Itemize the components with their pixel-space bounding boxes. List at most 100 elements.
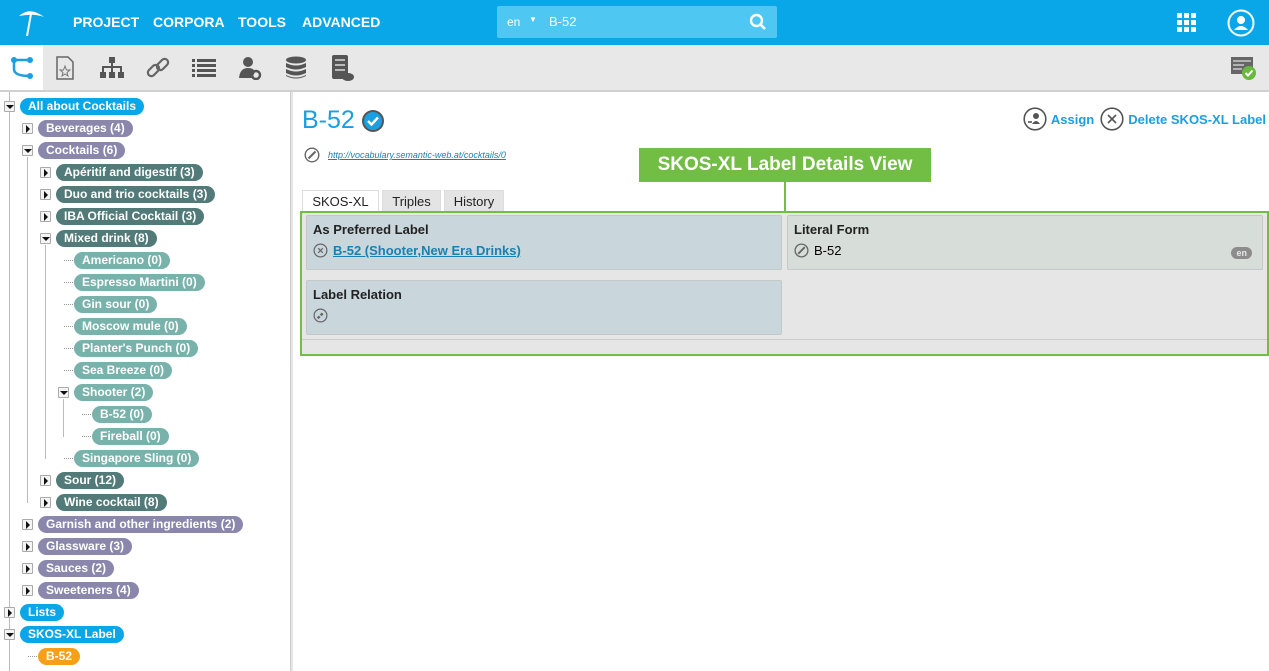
- label-relation-card: Label Relation: [306, 280, 782, 335]
- menu-project[interactable]: PROJECT: [73, 14, 140, 30]
- card-title: As Preferred Label: [313, 222, 429, 237]
- tree-node[interactable]: Moscow mule (0): [74, 318, 187, 335]
- callout-annotation: SKOS-XL Label Details View: [639, 148, 931, 182]
- remove-circle-x-icon[interactable]: [313, 243, 328, 258]
- expand-toggle-icon[interactable]: [40, 189, 51, 200]
- tree-connector: [64, 260, 73, 261]
- delete-circle-x-icon[interactable]: [1100, 107, 1124, 131]
- tree-node[interactable]: Lists: [20, 604, 65, 621]
- assign-button[interactable]: Assign: [1050, 111, 1095, 127]
- tree-node[interactable]: Mixed drink (8): [56, 230, 157, 247]
- page-title: B-52: [302, 106, 355, 134]
- literal-form-card: Literal Form B-52 en: [787, 215, 1263, 270]
- search-icon[interactable]: [749, 13, 767, 31]
- tree-node[interactable]: Cocktails (6): [38, 142, 126, 159]
- expand-toggle-icon[interactable]: [22, 563, 33, 574]
- edit-pencil-icon[interactable]: [304, 147, 320, 163]
- user-icon[interactable]: [1227, 9, 1255, 37]
- panel-splitter[interactable]: [291, 92, 293, 671]
- tree-connector: [64, 282, 73, 283]
- tree-node[interactable]: All about Cocktails: [20, 98, 145, 115]
- tree-node[interactable]: Espresso Martini (0): [74, 274, 205, 291]
- panel-divider: [302, 339, 1267, 340]
- assign-icon[interactable]: [1023, 107, 1047, 131]
- tree-node[interactable]: Singapore Sling (0): [74, 450, 200, 467]
- expand-toggle-icon[interactable]: [22, 585, 33, 596]
- verified-check-icon: [362, 110, 384, 132]
- tree-node[interactable]: Sea Breeze (0): [74, 362, 173, 379]
- uri-row: http://vocabulary.semantic-web.at/cockta…: [304, 147, 506, 163]
- expand-toggle-icon[interactable]: [40, 497, 51, 508]
- collapse-toggle-icon[interactable]: [58, 387, 69, 398]
- tree-connector: [64, 348, 73, 349]
- tree-node[interactable]: Duo and trio cocktails (3): [56, 186, 216, 203]
- language-badge: en: [1231, 247, 1252, 259]
- tree-node[interactable]: B-52 (0): [92, 406, 153, 423]
- search-box: en ▼ B-52: [497, 6, 777, 38]
- tree-node[interactable]: Planter's Punch (0): [74, 340, 199, 357]
- tree-node[interactable]: Shooter (2): [74, 384, 154, 401]
- collapse-toggle-icon[interactable]: [4, 101, 15, 112]
- expand-toggle-icon[interactable]: [4, 607, 15, 618]
- expand-toggle-icon[interactable]: [22, 541, 33, 552]
- tree-node[interactable]: Beverages (4): [38, 120, 133, 137]
- tree-node[interactable]: Glassware (3): [38, 538, 133, 555]
- tree-node[interactable]: Fireball (0): [92, 428, 169, 445]
- chevron-down-icon[interactable]: ▼: [529, 15, 537, 24]
- validated-list-icon[interactable]: [1222, 45, 1265, 90]
- tree-node[interactable]: Sauces (2): [38, 560, 115, 577]
- tree-connector: [64, 304, 73, 305]
- tree-node[interactable]: Sweeteners (4): [38, 582, 139, 599]
- concept-uri-link[interactable]: http://vocabulary.semantic-web.at/cockta…: [328, 150, 506, 160]
- tab-skos-xl[interactable]: SKOS-XL: [302, 190, 379, 212]
- expand-toggle-icon[interactable]: [40, 167, 51, 178]
- tree-node[interactable]: Americano (0): [74, 252, 171, 269]
- tab-history[interactable]: History: [444, 190, 504, 212]
- user-settings-icon[interactable]: [228, 45, 271, 90]
- tree-connector: [82, 436, 91, 437]
- edit-pencil-icon[interactable]: [794, 243, 809, 258]
- tree-panel: All about Cocktails Beverages (4) Cocktail…: [0, 92, 291, 671]
- tree-node[interactable]: Sour (12): [56, 472, 125, 489]
- collapse-toggle-icon[interactable]: [4, 629, 15, 640]
- umbrella-logo-icon[interactable]: [16, 8, 46, 38]
- tree-connector: [64, 458, 73, 459]
- tab-triples[interactable]: Triples: [382, 190, 441, 212]
- menu-tools[interactable]: TOOLS: [238, 14, 286, 30]
- tree-node[interactable]: Wine cocktail (8): [56, 494, 167, 511]
- apps-grid-icon[interactable]: [1177, 13, 1197, 33]
- tree-node[interactable]: Gin sour (0): [74, 296, 158, 313]
- preferred-label-link[interactable]: B-52 (Shooter,New Era Drinks): [333, 243, 521, 258]
- database-icon[interactable]: [274, 45, 317, 90]
- hierarchy-icon[interactable]: [0, 45, 43, 90]
- org-chart-icon[interactable]: [90, 45, 133, 90]
- tree-node[interactable]: IBA Official Cocktail (3): [56, 208, 205, 225]
- tree-node[interactable]: Garnish and other ingredients (2): [38, 516, 244, 533]
- list-icon[interactable]: [182, 45, 225, 90]
- card-title: Literal Form: [794, 222, 870, 237]
- search-input[interactable]: B-52: [549, 14, 577, 29]
- tree-node[interactable]: B-52: [38, 648, 81, 665]
- expand-toggle-icon[interactable]: [40, 211, 51, 222]
- delete-label-button[interactable]: Delete SKOS-XL Label: [1128, 111, 1266, 127]
- link-circle-icon[interactable]: [313, 308, 328, 323]
- menu-corpora[interactable]: CORPORA: [153, 14, 225, 30]
- collapse-toggle-icon[interactable]: [40, 233, 51, 244]
- top-bar: PROJECT CORPORA TOOLS ADVANCED en ▼ B-52: [0, 0, 1269, 45]
- expand-toggle-icon[interactable]: [40, 475, 51, 486]
- tree-connector: [64, 326, 73, 327]
- tree-node[interactable]: Apéritif and digestif (3): [56, 164, 203, 181]
- language-select[interactable]: en: [507, 15, 521, 29]
- expand-toggle-icon[interactable]: [22, 123, 33, 134]
- collapse-toggle-icon[interactable]: [22, 145, 33, 156]
- expand-toggle-icon[interactable]: [22, 519, 33, 530]
- link-icon[interactable]: [136, 45, 179, 90]
- document-star-icon[interactable]: [43, 45, 86, 90]
- skos-xl-details-panel: As Preferred Label B-52 (Shooter,New Era…: [300, 211, 1269, 356]
- server-cloud-icon[interactable]: [320, 45, 363, 90]
- menu-advanced[interactable]: ADVANCED: [302, 14, 381, 30]
- tree-guide-line: [45, 245, 46, 459]
- literal-form-value: B-52: [814, 243, 842, 258]
- tree-node[interactable]: SKOS-XL Label: [20, 626, 124, 643]
- tree-connector: [64, 370, 73, 371]
